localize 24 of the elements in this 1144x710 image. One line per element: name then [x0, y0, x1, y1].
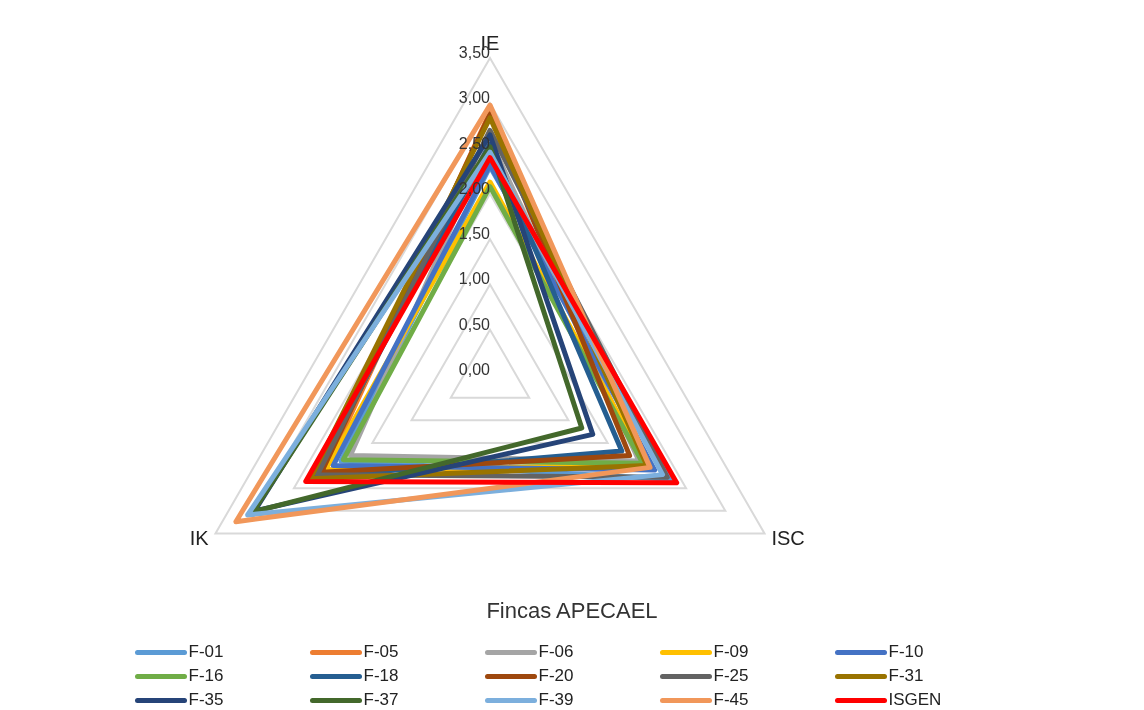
legend-label: F-31: [888, 666, 924, 686]
y-tick-label: 1,00: [458, 270, 491, 288]
legend-label: F-37: [363, 690, 399, 710]
legend-label: F-09: [713, 642, 749, 662]
legend-label: F-18: [363, 666, 399, 686]
y-tick-label: 0,50: [458, 315, 491, 333]
legend-label: F-01: [188, 642, 224, 662]
y-tick-label: 2,50: [458, 134, 491, 152]
legend-label: F-39: [538, 690, 574, 710]
legend-label: F-10: [888, 642, 924, 662]
legend-label: F-45: [713, 690, 749, 710]
y-tick-label: 2,00: [458, 179, 491, 197]
legend-label: F-20: [538, 666, 574, 686]
y-tick-label: 3,00: [458, 89, 491, 107]
legend-label: F-25: [713, 666, 749, 686]
legend-label: F-06: [538, 642, 574, 662]
legend-label: F-35: [188, 690, 224, 710]
legend-label: F-05: [363, 642, 399, 662]
y-tick-label: 0,00: [458, 361, 491, 378]
spoke-label: IK: [189, 526, 210, 549]
text: Fincas APECAEL: [485, 598, 659, 624]
spoke-label: ISC: [771, 526, 805, 549]
legend-label: F-16: [188, 666, 224, 686]
legend-label: ISGEN: [888, 690, 942, 710]
